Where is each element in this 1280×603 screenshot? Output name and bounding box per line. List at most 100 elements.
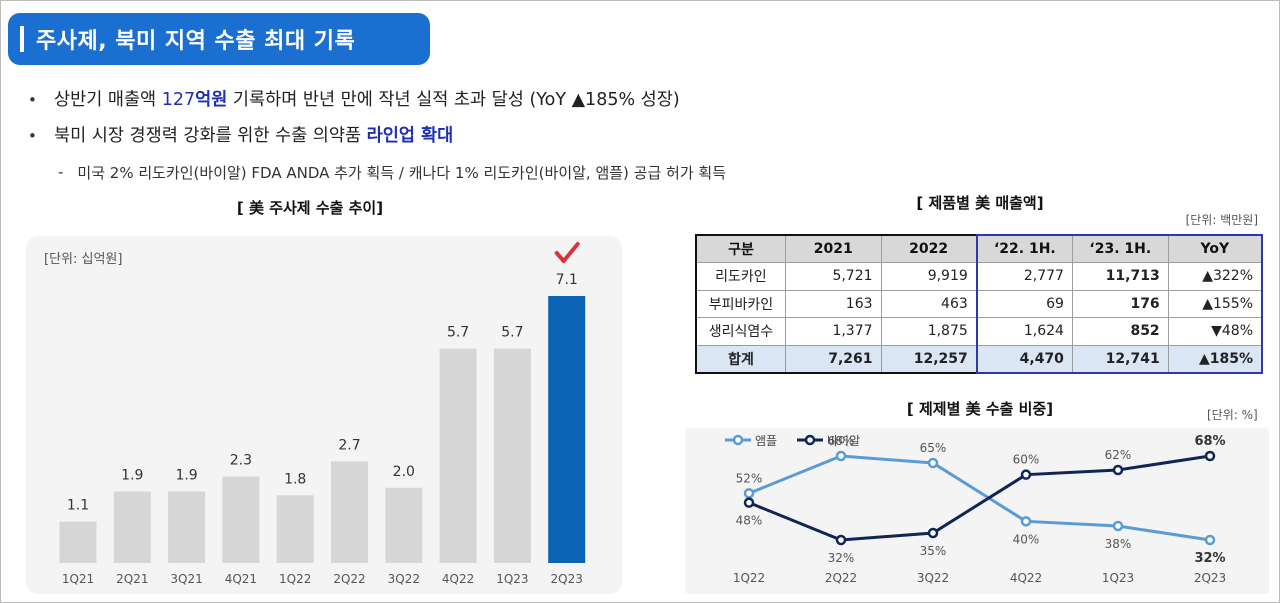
table-header-row: 구분 2021 2022 ‘22. 1H. ‘23. 1H. YoY	[695, 234, 1263, 263]
line-value-label: 48%	[736, 514, 763, 528]
table-cell: 4,470	[975, 344, 1073, 374]
bar-2Q22	[331, 461, 368, 563]
line-x-tick-label: 3Q22	[917, 571, 949, 585]
bar-value-label: 2.3	[230, 453, 252, 469]
bar-4Q21	[222, 476, 260, 563]
line-value-label: 60%	[1013, 453, 1040, 467]
table-header-cell: ‘22. 1H.	[975, 234, 1073, 263]
table-header-cell: 2021	[784, 234, 882, 263]
bar-value-label: 1.9	[175, 468, 197, 484]
bar-x-tick-label: 3Q22	[388, 572, 420, 586]
bar-x-tick-label: 2Q23	[551, 572, 583, 586]
line-value-label: 32%	[1194, 551, 1225, 566]
bar-x-tick-label: 1Q21	[62, 572, 94, 586]
line-value-label: 40%	[1013, 532, 1040, 546]
bar-x-tick-label: 2Q22	[333, 572, 365, 586]
table-cell-name: 생리식염수	[695, 317, 786, 346]
bar-value-label: 2.0	[393, 464, 415, 480]
slide-title-bar: 주사제, 북미 지역 수출 최대 기록	[8, 13, 430, 65]
table-cell: 5,721	[784, 262, 882, 291]
bar-value-label: 1.8	[284, 471, 306, 487]
data-point	[927, 457, 939, 469]
bar-x-tick-label: 1Q23	[496, 572, 528, 586]
bullet-text: 상반기 매출액	[54, 90, 162, 110]
bullet-highlight: 라인업 확대	[366, 126, 454, 146]
bar-chart-title: [ 美 주사제 수출 추이]	[236, 199, 384, 217]
table-cell: 1,624	[975, 317, 1073, 346]
bar-value-label: 7.1	[556, 272, 578, 288]
data-point	[835, 534, 847, 546]
data-point	[743, 488, 755, 499]
legend-label: 앰플	[755, 434, 777, 448]
line-x-tick-label: 1Q23	[1102, 571, 1134, 585]
table-cell: 852	[1071, 317, 1169, 346]
slide-title: 주사제, 북미 지역 수출 최대 기록	[36, 29, 356, 54]
data-point	[1112, 464, 1124, 476]
bar-1Q21	[59, 521, 97, 563]
table-cell-name: 합계	[695, 344, 786, 373]
bullet-text: 북미 시장 경쟁력 강화를 위한 수출 의약품	[54, 126, 367, 146]
bullet-item-sales: • 상반기 매출액 127억원 기록하며 반년 만에 작년 실적 초과 달성 (…	[28, 86, 1258, 122]
line-value-label: 32%	[828, 551, 855, 565]
table-cell: 7,261	[784, 344, 882, 373]
line-value-label: 35%	[920, 544, 947, 558]
table-cell: ▲155%	[1167, 289, 1263, 318]
line-value-label: 62%	[1105, 448, 1132, 462]
bar-value-label: 2.7	[338, 437, 360, 453]
bar-1Q22	[276, 495, 314, 563]
bar-value-label: 5.7	[447, 325, 469, 341]
bar-3Q22	[385, 487, 423, 563]
bullet-highlight-number: 127	[161, 90, 196, 110]
line-x-tick-label: 4Q22	[1010, 571, 1042, 585]
bullet-text: 기록하며 반년 만에 작년 실적 초과 달성 (YoY ▲185% 성장)	[227, 90, 680, 110]
table-cell: 12,257	[880, 344, 978, 373]
bar-x-tick-label: 3Q21	[170, 572, 202, 586]
table-row: 리도카인 5,721 9,919 2,777 11,713 ▲322%	[695, 262, 1263, 291]
bullet-item-lineup: • 북미 시장 경쟁력 강화를 위한 수출 의약품 라인업 확대	[28, 122, 1258, 158]
bar-3Q21	[168, 491, 206, 563]
bar-value-label: 1.1	[67, 498, 89, 514]
table-cell: 9,919	[880, 262, 978, 291]
check-icon	[554, 242, 580, 263]
data-point	[743, 497, 755, 508]
line-x-tick-label: 2Q23	[1194, 571, 1226, 585]
data-point	[927, 527, 939, 539]
title-accent-bar	[20, 26, 24, 52]
series-line-vial	[748, 454, 1211, 542]
line-x-tick-label: 2Q22	[825, 571, 857, 585]
bar-value-label: 5.7	[501, 325, 523, 341]
table-cell: 163	[784, 289, 882, 318]
bar-x-tick-label: 4Q21	[225, 572, 257, 586]
table-header-cell: 구분	[695, 234, 786, 263]
bar-x-tick-label: 1Q22	[279, 572, 311, 586]
bar-chart: 1.1 1Q21 1.9 2Q21 1.9 3Q21 2.3 4Q21 1.8 1Q22 2.7 2Q…	[59, 242, 586, 586]
bar-x-tick-label: 4Q22	[442, 572, 474, 586]
bullet-dot-icon: •	[28, 127, 37, 145]
data-point	[1204, 450, 1216, 462]
table-cell: 1,377	[784, 317, 882, 346]
table-cell: ▲322%	[1167, 262, 1263, 291]
table-cell-name: 리도카인	[695, 262, 786, 291]
line-value-label: 65%	[920, 441, 947, 455]
bar-1Q23	[493, 348, 531, 563]
bar-4Q22	[439, 348, 477, 563]
bullet-dot-icon: •	[28, 91, 37, 109]
table-header-cell: ‘23. 1H.	[1071, 234, 1169, 263]
line-chart-panel	[685, 428, 1269, 594]
table-cell: 176	[1071, 289, 1169, 318]
table-cell: 12,741	[1071, 344, 1169, 374]
series-line-ampoule	[748, 454, 1211, 542]
data-point	[1204, 534, 1216, 546]
table-cell-name: 부피바카인	[695, 289, 786, 318]
line-value-label: 52%	[736, 471, 763, 485]
sub-bullet: - 미국 2% 리도카인(바이알) FDA ANDA 추가 획득 / 캐나다 1…	[28, 158, 1258, 186]
legend-label: 바이알	[827, 434, 860, 448]
table-header-cell: YoY	[1167, 234, 1263, 263]
data-point	[1112, 520, 1124, 532]
table-cell: 463	[880, 289, 978, 318]
sub-bullet-dash: -	[58, 163, 64, 181]
table-cell: ▼48%	[1167, 317, 1263, 346]
bar-value-label: 1.9	[121, 468, 143, 484]
sales-table: 구분 2021 2022 ‘22. 1H. ‘23. 1H. YoY 리도카인 …	[695, 234, 1263, 374]
table-unit: [단위: 백만원]	[1185, 213, 1258, 227]
